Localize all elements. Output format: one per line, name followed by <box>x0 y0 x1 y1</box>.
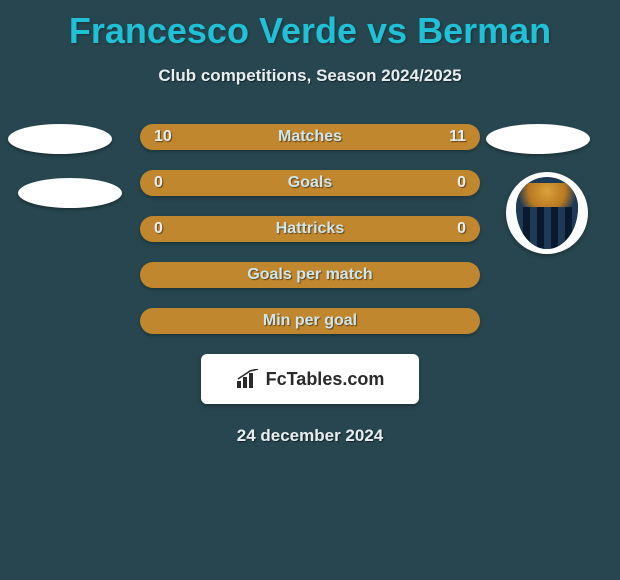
club-crest-icon <box>516 177 578 249</box>
stat-label: Matches <box>278 128 342 146</box>
stat-row-hattricks: 0 Hattricks 0 <box>140 216 480 242</box>
brand-badge: FcTables.com <box>201 354 419 404</box>
date-text: 24 december 2024 <box>0 426 620 446</box>
player-right-club-badge <box>506 172 588 254</box>
subtitle: Club competitions, Season 2024/2025 <box>0 66 620 86</box>
player-right-avatar-placeholder <box>486 124 590 154</box>
bar-chart-icon <box>236 369 260 389</box>
stats-area: 10 Matches 11 0 Goals 0 0 Hattricks 0 Go… <box>0 124 620 446</box>
stat-right-value: 0 <box>457 174 466 192</box>
stat-row-matches: 10 Matches 11 <box>140 124 480 150</box>
stat-label: Hattricks <box>276 220 344 238</box>
stat-right-value: 0 <box>457 220 466 238</box>
stat-left-value: 0 <box>154 174 163 192</box>
stat-label: Goals per match <box>247 266 372 284</box>
stat-left-value: 0 <box>154 220 163 238</box>
stat-row-min-per-goal: Min per goal <box>140 308 480 334</box>
player-left-club-placeholder <box>18 178 122 208</box>
page-title: Francesco Verde vs Berman <box>0 0 620 52</box>
stat-label: Min per goal <box>263 312 357 330</box>
stat-label: Goals <box>288 174 332 192</box>
stat-right-value: 11 <box>449 128 466 146</box>
brand-text: FcTables.com <box>266 369 385 390</box>
stat-row-goals-per-match: Goals per match <box>140 262 480 288</box>
stat-left-value: 10 <box>154 128 172 146</box>
stat-row-goals: 0 Goals 0 <box>140 170 480 196</box>
player-left-avatar-placeholder <box>8 124 112 154</box>
